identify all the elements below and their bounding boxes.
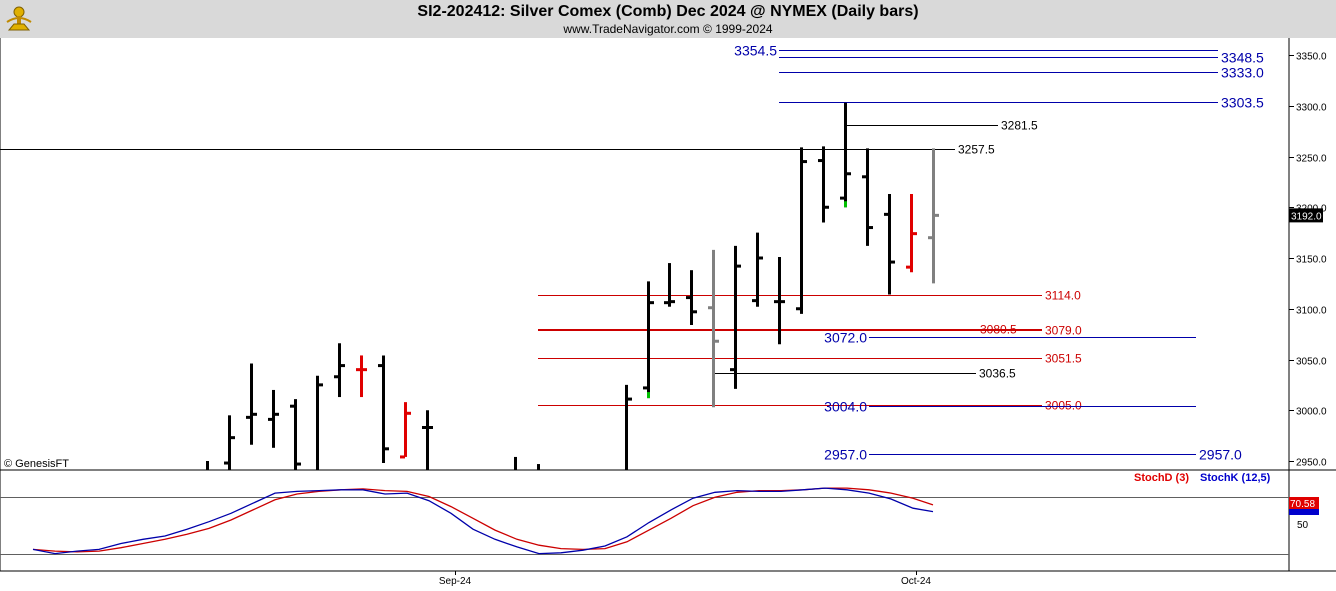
ohlc-bar [840,102,851,208]
price-level-label: 3051.5 [1045,352,1082,366]
y-tick-label: 3000.0 [1296,407,1327,418]
ohlc-bar [334,343,345,398]
ohlc-bar [268,389,279,448]
ohlc-bar [537,464,540,470]
ohlc-bar [378,355,389,464]
y-tick-label: 2950.0 [1296,458,1327,469]
price-level-label: 2957.0 [824,447,867,463]
x-axis-labels-layer: Sep-24 Oct-24 [439,571,931,587]
y-tick-label: 3100.0 [1296,306,1327,317]
chart-subtitle: www.TradeNavigator.com © 1999-2024 [563,22,773,36]
price-level-label: 3257.5 [958,143,995,157]
last-price-tag [1289,208,1323,223]
ohlc-bar [224,415,235,470]
ohlc-bar [356,355,367,398]
trade-navigator-logo-icon [4,4,34,34]
stoch-value-tag [1289,497,1319,509]
ohlc-bar [290,399,301,470]
ohlc-bar [664,263,675,307]
stoch-series-line [32,487,934,553]
ohlc-bar [246,363,257,445]
ohlc-bar [752,232,763,307]
stoch-value-label: 70.58 [1290,499,1315,510]
y-tick-label: 3150.0 [1296,255,1327,266]
ohlc-bar [643,281,654,399]
data-provider-credit: © GenesisFT [4,458,69,470]
price-level-label: 3004.0 [824,399,867,415]
ohlc-bar [312,375,323,470]
price-level-label: 3079.0 [1045,324,1082,338]
ohlc-bar [514,456,517,470]
legend-stochd: StochD (3) [1134,472,1189,484]
ohlc-bar [884,194,895,295]
ohlc-bar [686,270,697,325]
ohlc-bar [625,384,632,470]
last-price-label: 3192.0 [1291,211,1322,222]
price-level-label: 3072.0 [824,330,867,346]
x-tick-label: Sep-24 [439,576,472,587]
stoch-y-tick-label: 50 [1297,520,1309,531]
price-level-label: 2957.0 [1199,447,1242,463]
price-level-label: 3354.5 [734,43,777,59]
ohlc-bars-layer [206,102,939,470]
ohlc-bar [708,249,719,408]
price-level-label: 3080.5 [980,323,1017,337]
price-level-label: 3114.0 [1045,289,1081,303]
stochastic-panel-layer: 50 70.58 [0,487,1319,555]
ohlc-bar [774,256,785,345]
ohlc-bar [422,410,433,470]
stoch-series-line [32,487,934,555]
ohlc-bar [818,146,829,223]
y-axis-ticks-layer: 3350.03300.03250.03200.03150.03100.03050… [1289,52,1327,469]
price-level-label: 3348.5 [1221,50,1264,66]
price-level-label: 3303.5 [1221,95,1264,111]
y-tick-label: 3350.0 [1296,52,1327,63]
ohlc-bar [206,461,209,470]
ohlc-bar [730,245,741,389]
price-level-label: 3036.5 [979,367,1016,381]
ohlc-bar [906,194,917,273]
x-tick-label: Oct-24 [901,576,931,587]
y-tick-label: 3250.0 [1296,154,1327,165]
ohlc-bar [862,148,873,246]
y-tick-label: 3300.0 [1296,103,1327,114]
ohlc-bar [796,147,807,314]
chart-title: SI2-202412: Silver Comex (Comb) Dec 2024… [417,3,919,20]
title-bar [0,0,1336,38]
stochk-value-tag [1289,509,1319,515]
legend-stochk: StochK (12,5) [1200,472,1271,484]
y-tick-label: 3050.0 [1296,357,1327,368]
price-level-label: 3333.0 [1221,65,1264,81]
price-level-label: 3005.0 [1045,399,1082,413]
ohlc-bar [928,148,939,284]
ohlc-bar [400,402,411,459]
price-level-label: 3281.5 [1001,119,1038,133]
